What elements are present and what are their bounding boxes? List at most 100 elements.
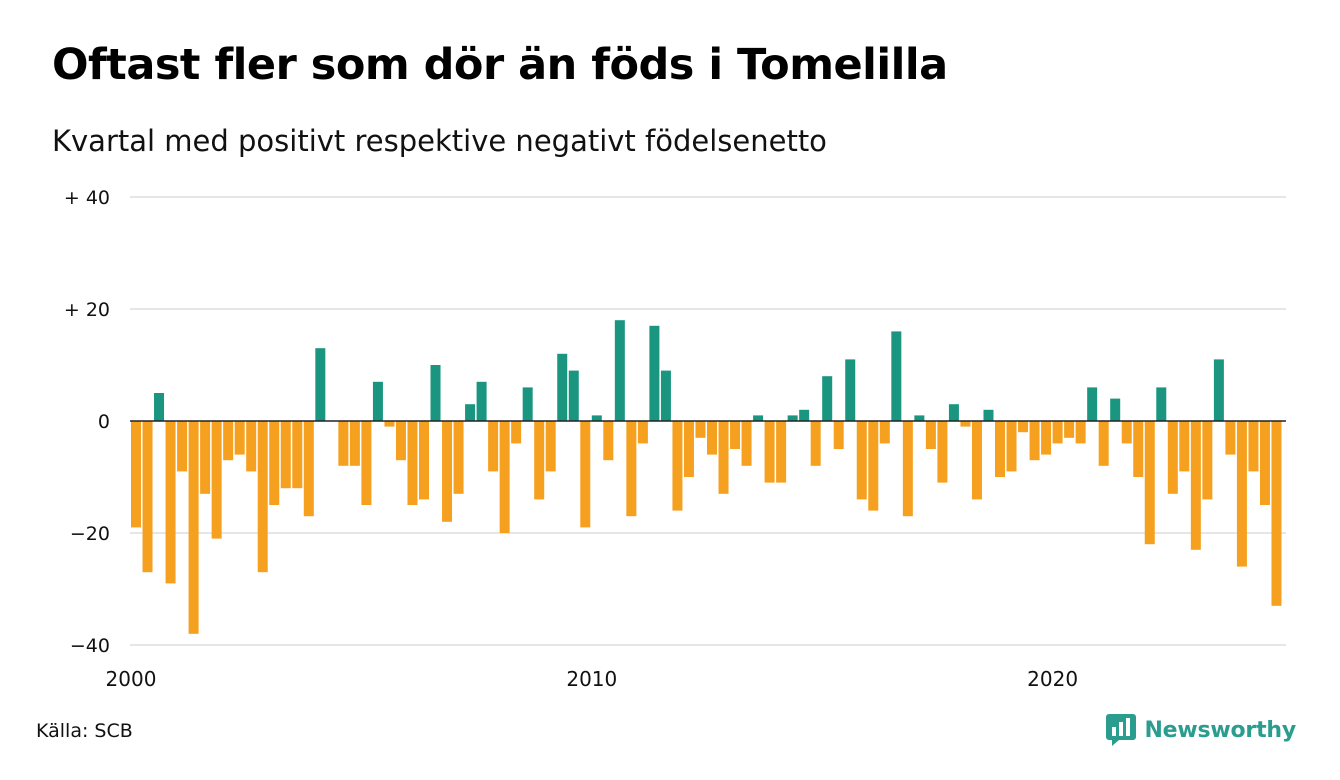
bar-positive — [1110, 398, 1121, 421]
bar-positive — [787, 415, 798, 421]
bar-negative — [453, 421, 464, 494]
bar-positive — [476, 381, 487, 421]
bar-negative — [211, 421, 222, 539]
y-tick-label: 0 — [98, 411, 110, 433]
bar-positive — [154, 393, 165, 421]
bar-negative — [1144, 421, 1155, 545]
bar-negative — [1259, 421, 1270, 505]
bar-negative — [1248, 421, 1259, 472]
bar-negative — [1041, 421, 1052, 455]
bar-negative — [580, 421, 591, 528]
bar-negative — [545, 421, 556, 472]
bar-negative — [1018, 421, 1029, 433]
bar-negative — [879, 421, 890, 444]
bar-negative — [960, 421, 971, 427]
bar-negative — [730, 421, 741, 449]
bar-positive — [914, 415, 925, 421]
brand-logo[interactable]: Newsworthy — [1106, 714, 1296, 746]
bar-positive — [948, 404, 959, 421]
bar-negative — [925, 421, 936, 449]
bar-positive — [753, 415, 764, 421]
bar-negative — [165, 421, 176, 584]
bar-negative — [384, 421, 395, 427]
bar-positive — [591, 415, 602, 421]
bar-negative — [280, 421, 291, 489]
bar-negative — [1064, 421, 1075, 438]
bar-negative — [937, 421, 948, 483]
bar-negative — [419, 421, 429, 500]
bar-negative — [269, 421, 280, 505]
bar-negative — [902, 421, 913, 517]
bar-negative — [177, 421, 188, 472]
bar-positive — [845, 359, 856, 421]
bar-negative — [246, 421, 257, 472]
bar-negative — [442, 421, 453, 522]
bar-positive — [1213, 359, 1224, 421]
bar-negative — [810, 421, 821, 466]
bar-negative — [395, 421, 406, 461]
bar-negative — [856, 421, 867, 500]
y-tick-label: −20 — [70, 523, 110, 545]
bar-negative — [695, 421, 706, 438]
bar-series — [131, 320, 1282, 634]
bar-negative — [1236, 421, 1247, 567]
bar-negative — [188, 421, 199, 634]
bar-positive — [557, 353, 568, 421]
bar-negative — [488, 421, 499, 472]
bar-negative — [764, 421, 775, 483]
y-axis-ticks: + 40 + 20 0 −20 −40 — [64, 187, 110, 657]
bar-negative — [511, 421, 522, 444]
bar-negative — [131, 421, 141, 528]
y-tick-label: −40 — [70, 635, 110, 657]
bar-negative — [776, 421, 787, 483]
bar-negative — [349, 421, 360, 466]
bar-positive — [649, 325, 660, 421]
chart-title: Oftast fler som dör än föds i Tomelilla — [52, 40, 948, 90]
bar-negative — [338, 421, 349, 466]
bar-negative — [1225, 421, 1236, 455]
bar-negative — [672, 421, 683, 511]
bar-negative — [534, 421, 545, 500]
bar-negative — [637, 421, 648, 444]
bar-positive — [465, 404, 476, 421]
x-tick-label: 2010 — [566, 667, 617, 691]
x-tick-label: 2020 — [1027, 667, 1078, 691]
source-note: Källa: SCB — [36, 720, 133, 742]
bar-positive — [522, 387, 533, 421]
bar-negative — [1179, 421, 1190, 472]
bar-positive — [983, 409, 994, 421]
bar-negative — [707, 421, 717, 455]
newsworthy-logo-icon — [1106, 714, 1137, 746]
bar-negative — [1133, 421, 1144, 477]
bar-negative — [1006, 421, 1017, 472]
bar-positive — [315, 348, 326, 421]
bar-positive — [430, 365, 441, 421]
bar-positive — [891, 331, 902, 421]
bar-negative — [626, 421, 637, 517]
bar-positive — [660, 370, 671, 421]
bar-negative — [303, 421, 314, 517]
bar-negative — [1098, 421, 1109, 466]
bar-positive — [614, 320, 625, 421]
x-axis-ticks: 2000 2010 2020 — [106, 667, 1079, 691]
bar-negative — [718, 421, 729, 494]
x-tick-label: 2000 — [106, 667, 157, 691]
bar-negative — [683, 421, 694, 477]
y-tick-label: + 40 — [64, 187, 110, 209]
bar-positive — [1087, 387, 1098, 421]
bar-negative — [407, 421, 418, 505]
bar-negative — [1075, 421, 1086, 444]
bar-negative — [1202, 421, 1213, 500]
bar-positive — [1156, 387, 1167, 421]
bar-positive — [568, 370, 579, 421]
bar-negative — [234, 421, 245, 455]
bar-negative — [603, 421, 614, 461]
bar-negative — [292, 421, 303, 489]
bar-negative — [1167, 421, 1178, 494]
bar-negative — [499, 421, 510, 533]
bar-negative — [1271, 421, 1282, 606]
bar-negative — [361, 421, 372, 505]
bar-negative — [868, 421, 879, 511]
bar-positive — [799, 409, 810, 421]
